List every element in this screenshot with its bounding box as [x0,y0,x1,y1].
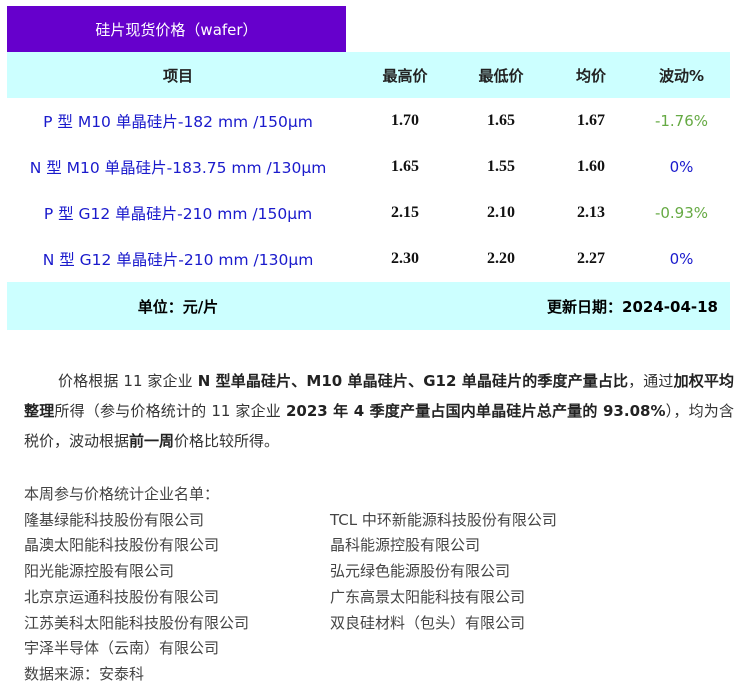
company-item: TCL 中环新能源科技股份有限公司 [330,510,557,529]
note-text: ，通过 [628,372,674,390]
company-item: 江苏美科太阳能科技股份有限公司 [24,613,250,632]
row-avg: 1.67 [577,112,605,129]
note-text: 所得（参与价格统计的 11 家企业 [54,402,286,420]
company-item: 北京京运通科技股份有限公司 [24,587,220,606]
price-table: 项目 最高价 最低价 均价 波动% P 型 M10 单晶硅片-182 mm /1… [7,52,730,330]
company-list: 本周参与价格统计企业名单： 隆基绿能科技股份有限公司 TCL 中环新能源科技股份有… [24,482,650,688]
row-item: N 型 G12 单晶硅片-210 mm /130μm [42,251,314,269]
table-header: 项目 最高价 最低价 均价 波动% [7,52,730,98]
table-row: N 型 G12 单晶硅片-210 mm /130μm 2.30 2.20 2.2… [7,236,730,282]
row-min: 1.55 [487,158,515,175]
row-max: 2.30 [391,250,419,267]
company-item: 宇泽半导体（云南）有限公司 [24,639,220,658]
row-item: P 型 G12 单晶硅片-210 mm /150μm [43,205,313,223]
company-item: 广东高景太阳能科技有限公司 [330,587,526,606]
note-bold: 加权平均整理 [24,372,734,420]
row-max: 1.70 [391,112,419,129]
row-max: 1.65 [391,158,419,175]
table-row: P 型 M10 单晶硅片-182 mm /150μm 1.70 1.65 1.6… [7,98,730,144]
row-avg: 1.60 [577,158,605,175]
header-max: 最高价 [382,66,428,85]
row-min: 2.20 [487,250,515,267]
header-item: 项目 [162,66,193,85]
row-item: P 型 M10 单晶硅片-182 mm /150μm [43,113,313,131]
company-list-header: 本周参与价格统计企业名单： [24,485,220,503]
company-item: 双良硅材料（包头）有限公司 [330,613,526,632]
header-avg: 均价 [575,66,606,85]
company-item: 晶科能源控股有限公司 [330,536,481,555]
update-date: 更新日期：2024-04-18 [547,297,718,316]
row-change: -1.76% [654,112,709,130]
note-bold: 2023 年 4 季度产量占国内单晶硅片总产量的 93.08% [285,402,666,420]
row-item: N 型 M10 单晶硅片-183.75 mm /130μm [29,159,327,177]
row-max: 2.15 [391,204,419,221]
row-change: -0.93% [654,204,709,222]
note-text: ），均为含税价，波动根据 [24,402,734,450]
note-text: 价格比较所得。 [174,432,280,450]
table-row: P 型 G12 单晶硅片-210 mm /150μm 2.15 2.10 2.1… [7,190,730,236]
price-note: 价格根据 11 家企业 N 型单晶硅片、M10 单晶硅片、G12 单晶硅片的季度… [24,366,734,456]
company-item: 隆基绿能科技股份有限公司 [24,510,205,529]
table-row: N 型 M10 单晶硅片-183.75 mm /130μm 1.65 1.55 … [7,144,730,190]
row-change: 0% [669,158,694,176]
note-bold: N 型单晶硅片、M10 单晶硅片、G12 单晶硅片的季度产量占比 [197,372,629,390]
unit-label: 单位：元/片 [137,297,219,316]
header-change: 波动% [658,66,705,85]
row-min: 2.10 [487,204,515,221]
company-item: 弘元绿色能源股份有限公司 [330,562,511,581]
header-min: 最低价 [478,66,524,85]
note-text: 价格根据 11 家企业 [58,372,198,390]
company-item: 晶澳太阳能科技股份有限公司 [24,536,220,555]
note-bold: 前一周 [129,432,175,450]
company-item: 阳光能源控股有限公司 [24,562,175,581]
table-title: 硅片现货价格（wafer） [7,6,346,52]
row-min: 1.65 [487,112,515,129]
row-avg: 2.27 [577,250,605,267]
row-avg: 2.13 [577,204,605,221]
row-change: 0% [669,250,694,268]
data-source: 数据来源：安泰科 [24,664,145,683]
table-footer: 单位：元/片 更新日期：2024-04-18 [7,282,730,330]
